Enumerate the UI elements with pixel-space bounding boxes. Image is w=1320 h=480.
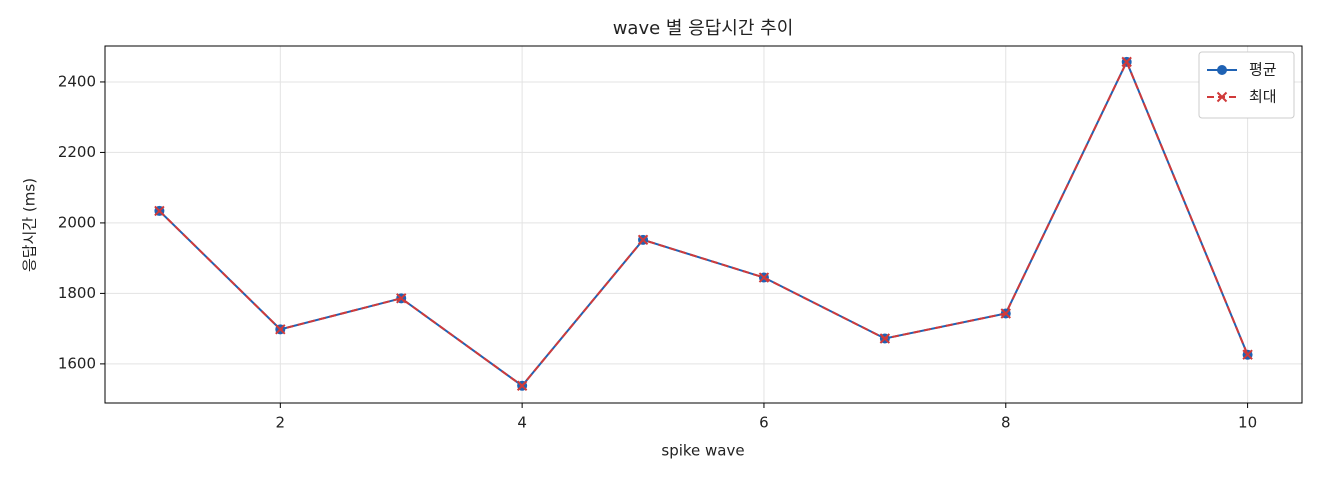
y-tick-label: 1600 xyxy=(58,354,96,372)
legend-marker xyxy=(1216,91,1228,103)
x-tick-label: 8 xyxy=(1001,414,1011,432)
y-tick-label: 2400 xyxy=(58,72,96,90)
x-tick-label: 2 xyxy=(276,414,286,432)
point xyxy=(1242,349,1253,360)
chart-title: wave 별 응답시간 추이 xyxy=(613,18,794,39)
legend-marker xyxy=(1217,65,1227,75)
point xyxy=(275,324,286,335)
legend-label: 최대 xyxy=(1249,88,1277,106)
grid xyxy=(105,46,1302,403)
point xyxy=(396,293,407,304)
y-tick-label: 2000 xyxy=(58,213,96,231)
y-axis-label: 응답시간 (ms) xyxy=(21,178,39,272)
x-tick-label: 10 xyxy=(1238,414,1257,432)
plot-frame xyxy=(104,45,1303,404)
x-tick-label: 4 xyxy=(517,414,527,432)
plot xyxy=(154,56,1253,391)
point xyxy=(637,234,649,246)
line xyxy=(158,59,1249,388)
legend-label: 평균 xyxy=(1249,61,1277,79)
legend-box xyxy=(1198,51,1295,119)
y-tick-label: 2200 xyxy=(58,143,96,161)
point xyxy=(879,333,891,344)
point xyxy=(516,380,528,391)
x-axis-label: spike wave xyxy=(661,442,744,460)
point xyxy=(758,272,770,283)
y-tick-label: 1800 xyxy=(58,284,96,302)
x-tick-label: 6 xyxy=(759,414,769,432)
line xyxy=(158,59,1249,388)
point xyxy=(154,205,165,217)
point xyxy=(1121,56,1132,68)
point xyxy=(1000,308,1011,319)
